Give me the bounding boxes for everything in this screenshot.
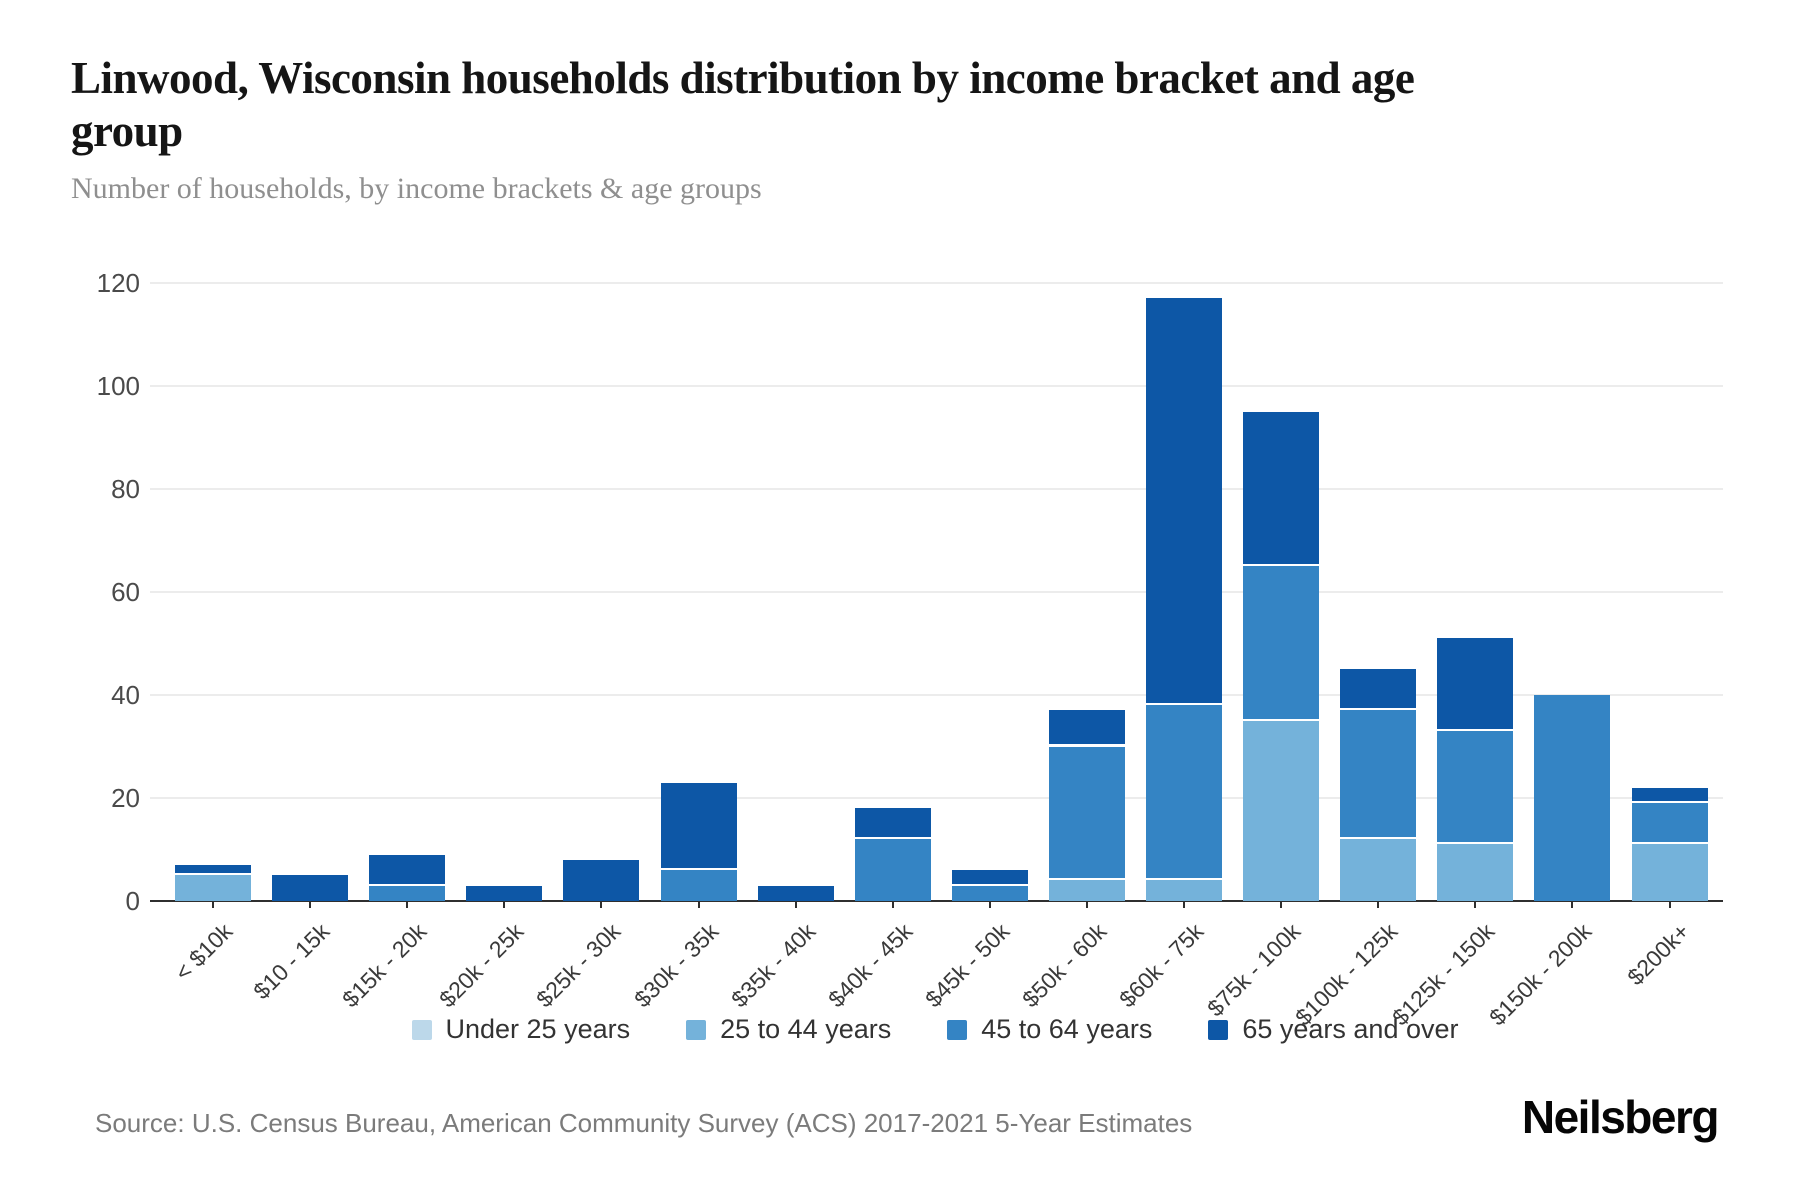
gridline: [150, 797, 1723, 799]
bar-segment: [1146, 705, 1222, 881]
bar-segment: [951, 870, 1028, 886]
legend-item: 25 to 44 years: [686, 1014, 891, 1045]
y-tick-label: 100: [96, 371, 140, 401]
x-tick-mark: [794, 902, 797, 908]
legend: Under 25 years 25 to 44 years 45 to 64 yea…: [0, 1014, 1800, 1045]
bar-segment: [175, 875, 251, 901]
bar-segment: [1631, 844, 1708, 901]
x-tick-mark: [697, 902, 700, 908]
bar-segment: [175, 864, 251, 876]
x-tick-mark: [988, 902, 991, 908]
x-tick-label: $100k - 125k: [1290, 918, 1403, 1031]
bar-segment: [466, 885, 543, 901]
x-tick-mark: [503, 902, 506, 908]
bar-segment: [1437, 844, 1514, 901]
x-tick-label: $60k - 75k: [1114, 918, 1209, 1013]
x-tick-mark: [1183, 902, 1185, 908]
x-tick-mark: [891, 902, 894, 908]
legend-swatch: [686, 1019, 707, 1040]
bar-segment: [1243, 720, 1320, 901]
gridline: [150, 385, 1723, 387]
legend-label: 25 to 44 years: [720, 1014, 892, 1044]
legend-item: 65 years and over: [1208, 1014, 1459, 1045]
bar-segment: [1243, 411, 1320, 567]
bar-segment: [1243, 566, 1320, 721]
x-tick-mark: [212, 902, 214, 908]
bar-segment: [1146, 298, 1222, 706]
bar-segment: [1048, 746, 1125, 881]
y-tick-label: 80: [111, 474, 140, 504]
bar-segment: [1048, 710, 1125, 747]
y-tick-label: 60: [111, 577, 140, 607]
x-tick-label: $40k - 45k: [822, 918, 918, 1013]
x-tick-label: $150k - 200k: [1484, 918, 1597, 1031]
y-tick-label: 0: [125, 886, 140, 916]
bar-segment: [1437, 731, 1514, 845]
bar-segment: [660, 870, 737, 901]
bar-segment: [563, 859, 640, 901]
x-tick-label: $30k - 35k: [628, 918, 723, 1013]
legend-swatch: [1208, 1019, 1229, 1040]
x-tick-label: $75k - 100k: [1202, 918, 1306, 1022]
x-tick-label: $25k - 30k: [531, 918, 626, 1013]
x-tick-mark: [1474, 902, 1477, 908]
chart-title: Linwood, Wisconsin households distributi…: [71, 53, 1415, 157]
bar-segment: [272, 875, 349, 901]
chart-subtitle: Number of households, by income brackets…: [71, 172, 762, 205]
bar-segment: [1146, 880, 1222, 901]
x-tick-mark: [1280, 902, 1283, 908]
legend-item: Under 25 years: [411, 1014, 631, 1045]
bar-segment: [1437, 638, 1514, 732]
x-tick-mark: [406, 902, 409, 908]
y-tick-label: 20: [111, 783, 140, 813]
y-tick-label: 40: [111, 680, 140, 710]
x-tick-mark: [1377, 902, 1380, 908]
x-tick-label: $35k - 40k: [725, 918, 820, 1013]
bar-segment: [369, 885, 446, 901]
x-tick-label: < $10k: [169, 918, 238, 986]
x-tick-mark: [1085, 902, 1088, 908]
legend-label: 65 years and over: [1242, 1014, 1459, 1044]
gridline: [150, 591, 1723, 593]
legend-item: 45 to 64 years: [947, 1014, 1152, 1045]
x-tick-label: $20k - 25k: [434, 918, 529, 1013]
gridline: [150, 282, 1723, 284]
x-tick-mark: [1668, 902, 1671, 908]
source-note: Source: U.S. Census Bureau, American Com…: [95, 1108, 1193, 1138]
brand-logo: Neilsberg: [1521, 1091, 1720, 1143]
bar-segment: [854, 808, 931, 840]
x-axis-line: [150, 900, 1723, 902]
bar-segment: [660, 782, 737, 871]
gridline: [150, 694, 1723, 696]
gridline: [150, 488, 1723, 490]
legend-swatch: [947, 1019, 968, 1040]
x-tick-mark: [600, 902, 603, 908]
x-tick-mark: [309, 902, 312, 908]
bar-segment: [757, 885, 834, 901]
x-tick-label: $10 - 15k: [248, 918, 335, 1005]
bar-segment: [1340, 669, 1417, 711]
bar-segment: [1048, 880, 1125, 901]
y-tick-label: 120: [96, 268, 140, 298]
x-tick-label: $200k+: [1621, 918, 1694, 991]
bar-segment: [1340, 839, 1417, 901]
bar-segment: [369, 854, 446, 886]
legend-swatch: [411, 1019, 432, 1040]
legend-label: 45 to 64 years: [981, 1014, 1153, 1044]
bar-segment: [1340, 710, 1417, 840]
bar-segment: [854, 839, 931, 901]
bar-segment: [1631, 803, 1708, 845]
legend-label: Under 25 years: [445, 1014, 631, 1044]
bar-segment: [951, 885, 1028, 901]
x-tick-mark: [1571, 902, 1574, 908]
x-tick-label: $45k - 50k: [919, 918, 1015, 1013]
x-tick-label: $125k - 150k: [1387, 918, 1500, 1031]
x-tick-label: $15k - 20k: [337, 918, 432, 1013]
x-tick-label: $50k - 60k: [1016, 918, 1112, 1013]
bar-segment: [1534, 695, 1611, 901]
bar-segment: [1631, 787, 1708, 804]
